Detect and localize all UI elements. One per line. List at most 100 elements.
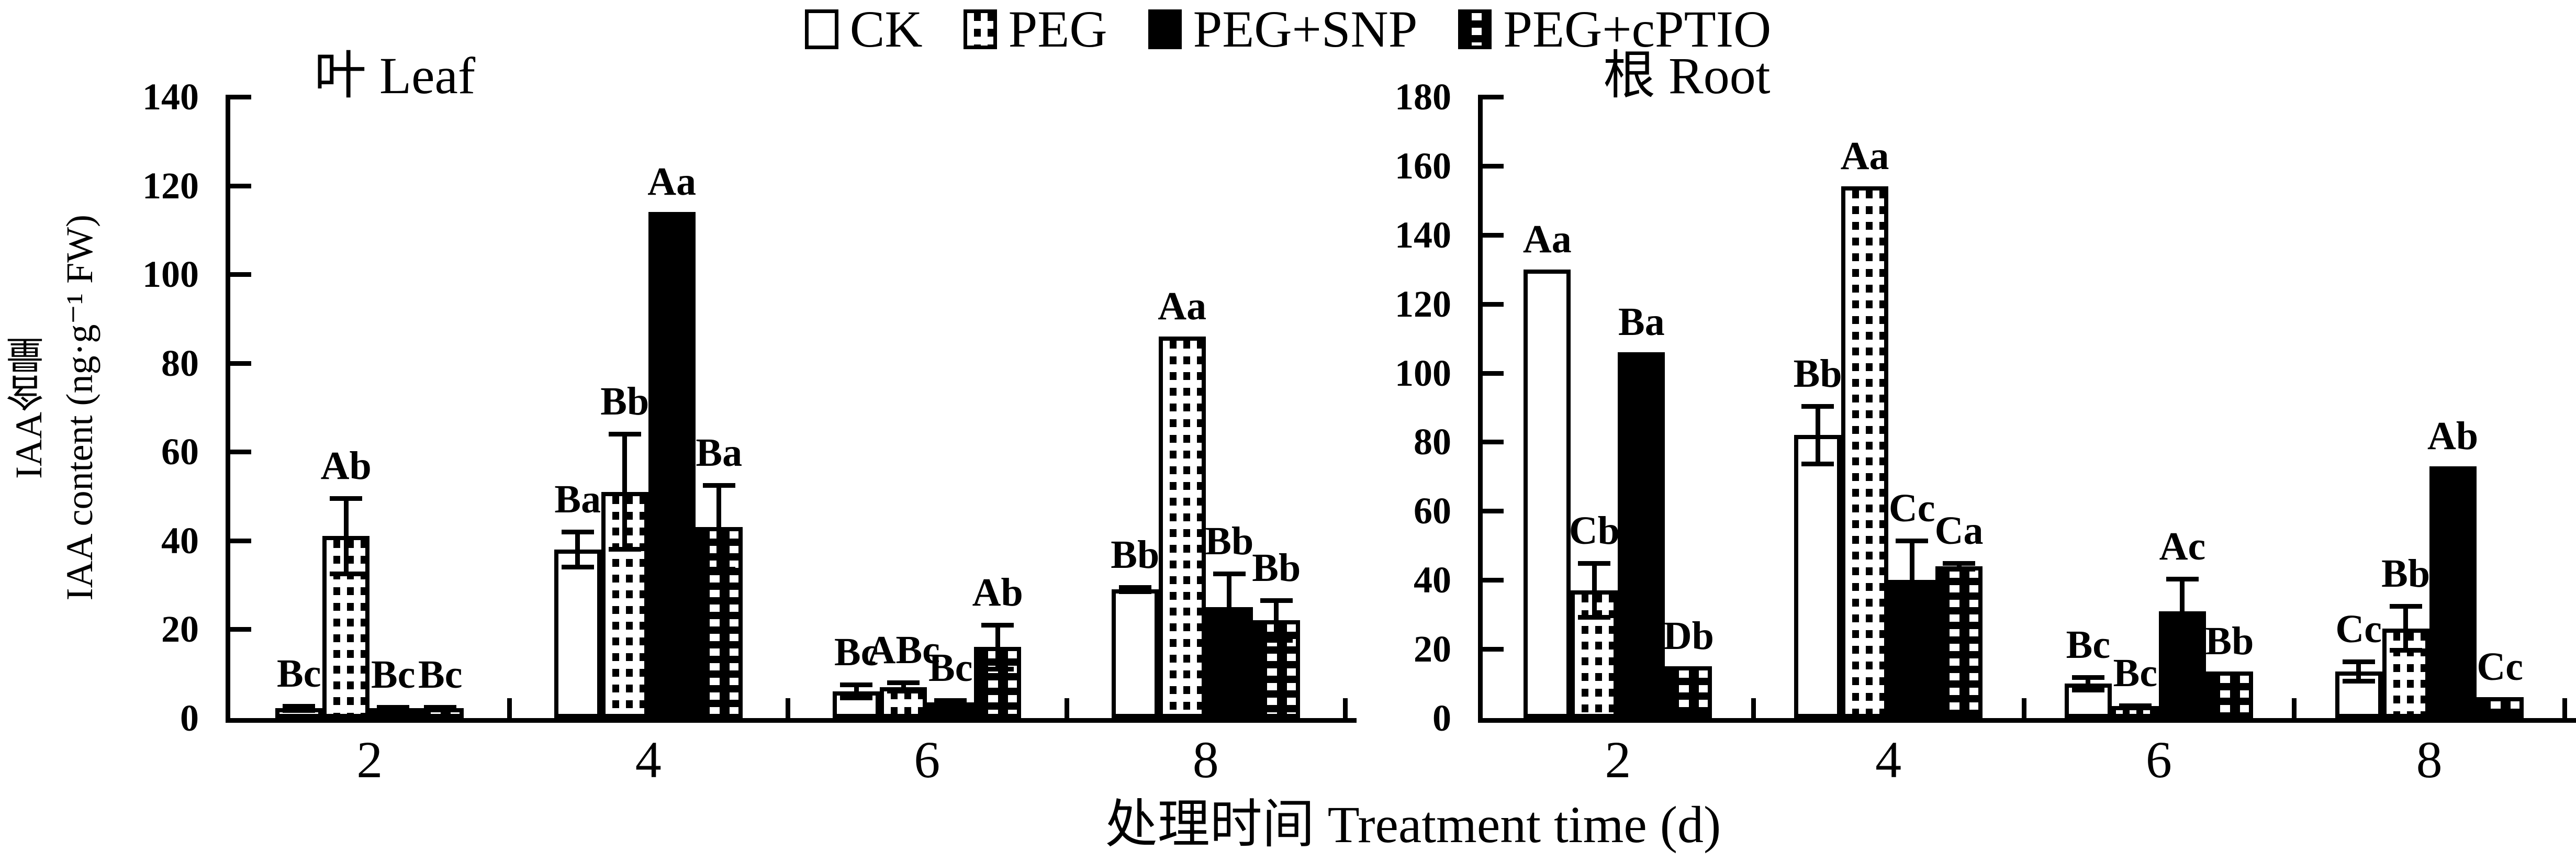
error-bar-line: [2133, 703, 2138, 709]
error-bar-cap-top: [608, 432, 641, 437]
bar-CK-d8: [2335, 671, 2382, 718]
x-axis-title: 处理时间 Treatment time (d): [1105, 796, 1721, 854]
sig-label: Bb: [2205, 619, 2254, 663]
error-bar-cap-top: [330, 496, 363, 501]
error-bar-cap-bottom: [608, 547, 641, 552]
bar-PEG+SNP-d6: [2158, 611, 2206, 718]
y-tick: [230, 627, 251, 632]
bar-PEG+cPTIO-d6: [2205, 671, 2253, 718]
bar-PEG+cPTIO-d2: [1665, 666, 1712, 718]
bar-CK-d6: [833, 691, 880, 718]
error-bar-cap-top: [424, 704, 457, 710]
bar-CK-d4: [1794, 435, 1842, 718]
error-bar-cap-top: [1118, 585, 1151, 590]
bar-PEG-d2: [1571, 590, 1618, 718]
y-tick-label: 20: [161, 608, 199, 651]
error-bar-cap-top: [561, 529, 594, 534]
sig-label: Db: [1663, 614, 1714, 658]
error-bar-line: [1909, 539, 1914, 622]
sig-label: Bb: [1205, 519, 1254, 564]
y-tick-label: 80: [161, 342, 199, 384]
legend-swatch-solid-icon: [1148, 9, 1182, 49]
error-bar-line: [948, 698, 953, 707]
bar-PEG+SNP-d2: [1618, 352, 1665, 718]
x-boundary-tick: [1751, 698, 1756, 718]
sig-label: Ab: [2427, 413, 2479, 458]
bar-CK-d6: [2064, 684, 2112, 718]
sig-label: Aa: [1522, 217, 1572, 261]
error-bar-line: [1133, 585, 1138, 594]
category-label: 6: [2145, 731, 2172, 789]
error-bar-line: [2086, 675, 2091, 692]
error-bar-cap-top: [702, 483, 735, 488]
sig-label: Aa: [647, 160, 697, 204]
error-bar-line: [2356, 659, 2361, 684]
category-label: 8: [2416, 731, 2443, 789]
error-bar-line: [343, 496, 349, 576]
x-boundary-tick: [507, 698, 512, 718]
sig-label: Bc: [418, 652, 463, 697]
error-bar-cap-top: [1260, 598, 1293, 603]
panel-title: 叶 Leaf: [314, 47, 476, 105]
error-bar-cap-bottom: [424, 707, 457, 712]
error-bar-line: [2403, 604, 2409, 653]
error-bar-line: [1956, 561, 1962, 572]
error-bar-cap-bottom: [887, 689, 920, 694]
legend-swatch-open-icon: [804, 9, 838, 49]
category-label: 6: [914, 731, 940, 789]
error-bar-cap-bottom: [1118, 589, 1151, 594]
error-bar-cap-bottom: [2071, 687, 2104, 692]
y-axis-line: [226, 95, 230, 723]
y-axis-title-line: IAA content (ng·g⁻¹ FW): [58, 214, 100, 601]
y-tick-label: 40: [161, 519, 199, 562]
x-boundary-tick: [786, 698, 790, 718]
y-tick-label: 120: [1395, 283, 1451, 325]
y-tick: [1483, 95, 1504, 99]
error-bar-cap-top: [1896, 539, 1929, 544]
x-boundary-tick: [2021, 698, 2026, 718]
x-boundary-tick: [1064, 698, 1069, 718]
y-tick-label: 60: [1414, 490, 1451, 532]
y-tick-label: 40: [1414, 559, 1451, 601]
y-tick: [230, 95, 251, 99]
y-tick: [230, 450, 251, 455]
x-boundary-tick: [2562, 698, 2567, 718]
error-bar-cap-bottom: [1896, 617, 1929, 622]
sig-label: Bc: [834, 630, 879, 675]
error-bar-cap-top: [2071, 675, 2104, 680]
sig-label: Aa: [1840, 134, 1889, 178]
bar-PEG-d8: [2382, 628, 2429, 718]
y-tick: [230, 183, 251, 188]
y-tick-label: 60: [161, 431, 199, 473]
y-tick: [1483, 371, 1504, 376]
bar-PEG+cPTIO-d8: [1252, 620, 1300, 718]
sig-label: Bb: [2381, 552, 2431, 596]
error-bar-cap-bottom: [840, 696, 873, 701]
error-bar-line: [296, 703, 301, 713]
y-tick-label: 80: [1414, 421, 1451, 463]
sig-label: Bc: [2066, 622, 2111, 667]
error-bar-cap-top: [1943, 561, 1976, 566]
error-bar-cap-bottom: [377, 707, 410, 712]
y-tick-label: 20: [1414, 628, 1451, 670]
error-bar-cap-top: [2166, 576, 2199, 581]
y-tick: [1483, 647, 1504, 652]
bar-PEG+cPTIO-d4: [1935, 566, 1983, 718]
bar-PEG-d6: [880, 687, 927, 718]
sig-label: Bb: [1111, 532, 1160, 577]
error-bar-line: [1815, 404, 1820, 466]
error-bar-cap-top: [1578, 561, 1611, 566]
sig-label: Bc: [928, 645, 973, 690]
error-bar-line: [901, 680, 906, 694]
bar-CK-d2: [1524, 269, 1571, 718]
legend-label: PEG: [1008, 0, 1107, 58]
y-tick-label: 140: [142, 76, 199, 118]
error-bar-cap-bottom: [1801, 461, 1834, 466]
y-tick-label: 120: [142, 164, 199, 207]
sig-label: Bb: [1252, 546, 1301, 590]
error-bar-cap-bottom: [2389, 647, 2422, 653]
category-label: 8: [1192, 731, 1219, 789]
x-axis-line: [1478, 718, 2576, 723]
